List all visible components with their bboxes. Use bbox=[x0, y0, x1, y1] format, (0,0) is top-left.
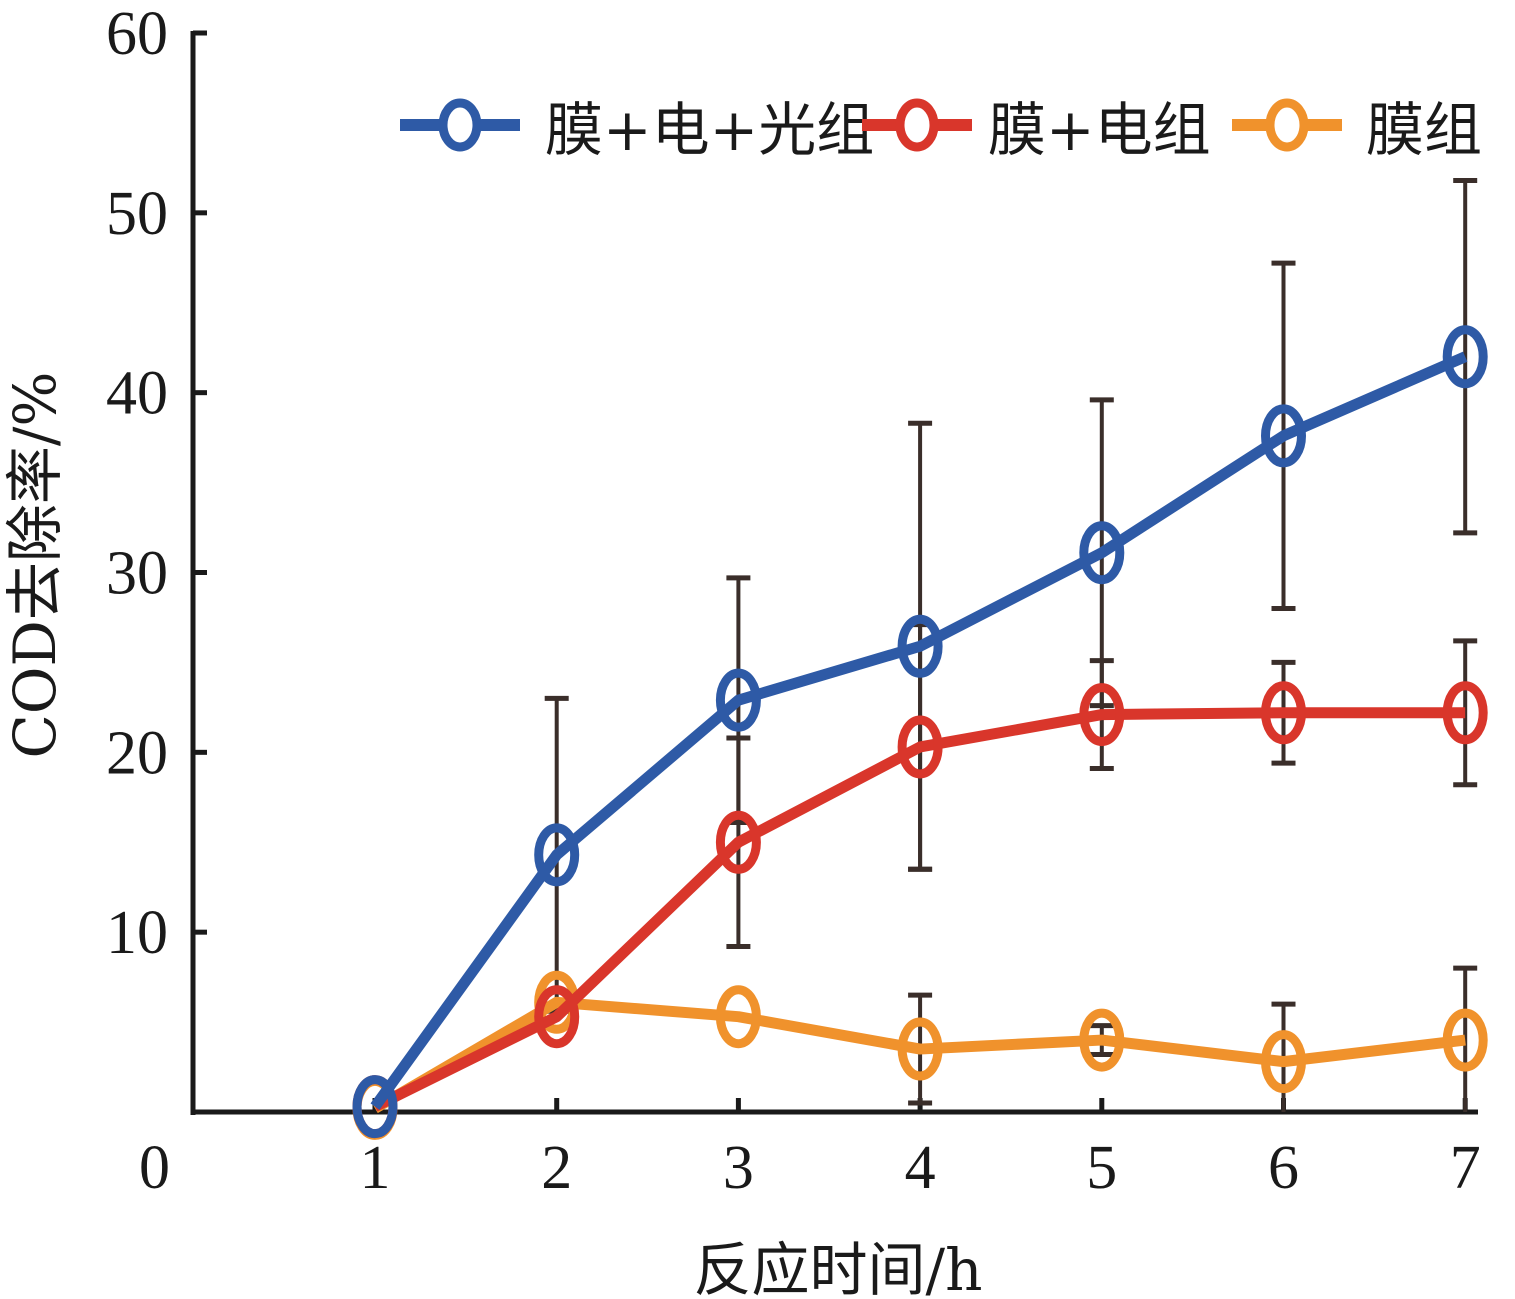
y-tick-label: 60 bbox=[106, 0, 168, 68]
data-point bbox=[1261, 1030, 1306, 1094]
tick-labels: 0 10 20 30 40 50 60 1 2 3 4 5 6 7 bbox=[106, 0, 1481, 1202]
legend-item-2: 膜+电组 bbox=[862, 96, 1211, 164]
y-tick-label: 40 bbox=[106, 360, 168, 428]
data-point bbox=[897, 1017, 943, 1081]
data-point bbox=[1079, 683, 1125, 747]
y-tick-label: 10 bbox=[106, 899, 168, 967]
data-point bbox=[1079, 521, 1125, 585]
data-point bbox=[1442, 681, 1488, 745]
data-point bbox=[1261, 404, 1306, 468]
data-point bbox=[715, 985, 761, 1049]
x-tick-label: 6 bbox=[1268, 1134, 1299, 1202]
series-lines bbox=[352, 325, 1488, 1140]
data-point bbox=[1261, 681, 1306, 745]
series-line bbox=[372, 707, 1466, 1112]
y-tick-label: 50 bbox=[106, 180, 168, 248]
error-bars bbox=[544, 177, 1478, 1112]
x-axis-title: 反应时间/h bbox=[694, 1236, 983, 1299]
x-tick-label: 1 bbox=[360, 1134, 391, 1202]
data-point bbox=[1442, 1008, 1488, 1072]
data-point bbox=[1442, 325, 1488, 389]
legend-item-1: 膜+电+光组 bbox=[400, 96, 874, 164]
y-tick-label: 20 bbox=[106, 719, 168, 787]
series-line bbox=[372, 996, 1466, 1114]
legend-label: 膜+电+光组 bbox=[545, 96, 874, 164]
data-point bbox=[897, 614, 943, 678]
x-tick-label: 5 bbox=[1086, 1134, 1117, 1202]
legend-swatch-marker bbox=[1265, 98, 1309, 152]
data-point bbox=[534, 823, 580, 887]
x-tick-label: 4 bbox=[905, 1134, 936, 1202]
x-tick-label: 7 bbox=[1450, 1134, 1481, 1202]
y-axis-title: COD去除率/% bbox=[1, 371, 69, 758]
data-point bbox=[715, 810, 761, 874]
legend-swatch-marker bbox=[438, 98, 482, 152]
x-tick-label: 3 bbox=[723, 1134, 754, 1202]
series-line bbox=[370, 351, 1468, 1110]
data-point bbox=[1079, 1008, 1125, 1072]
legend: 膜+电+光组 膜+电组 膜组 bbox=[400, 96, 1482, 164]
y-tick-label: 30 bbox=[106, 540, 168, 608]
legend-label: 膜+电组 bbox=[988, 96, 1211, 164]
data-point bbox=[352, 1075, 398, 1139]
data-point bbox=[534, 985, 580, 1049]
legend-item-3: 膜组 bbox=[1232, 96, 1482, 164]
legend-swatch-marker bbox=[895, 98, 939, 152]
x-tick-label: 2 bbox=[541, 1134, 572, 1202]
y-tick-label: 0 bbox=[139, 1134, 170, 1202]
data-point bbox=[897, 715, 943, 779]
legend-label: 膜组 bbox=[1366, 96, 1482, 164]
data-point bbox=[715, 668, 761, 732]
